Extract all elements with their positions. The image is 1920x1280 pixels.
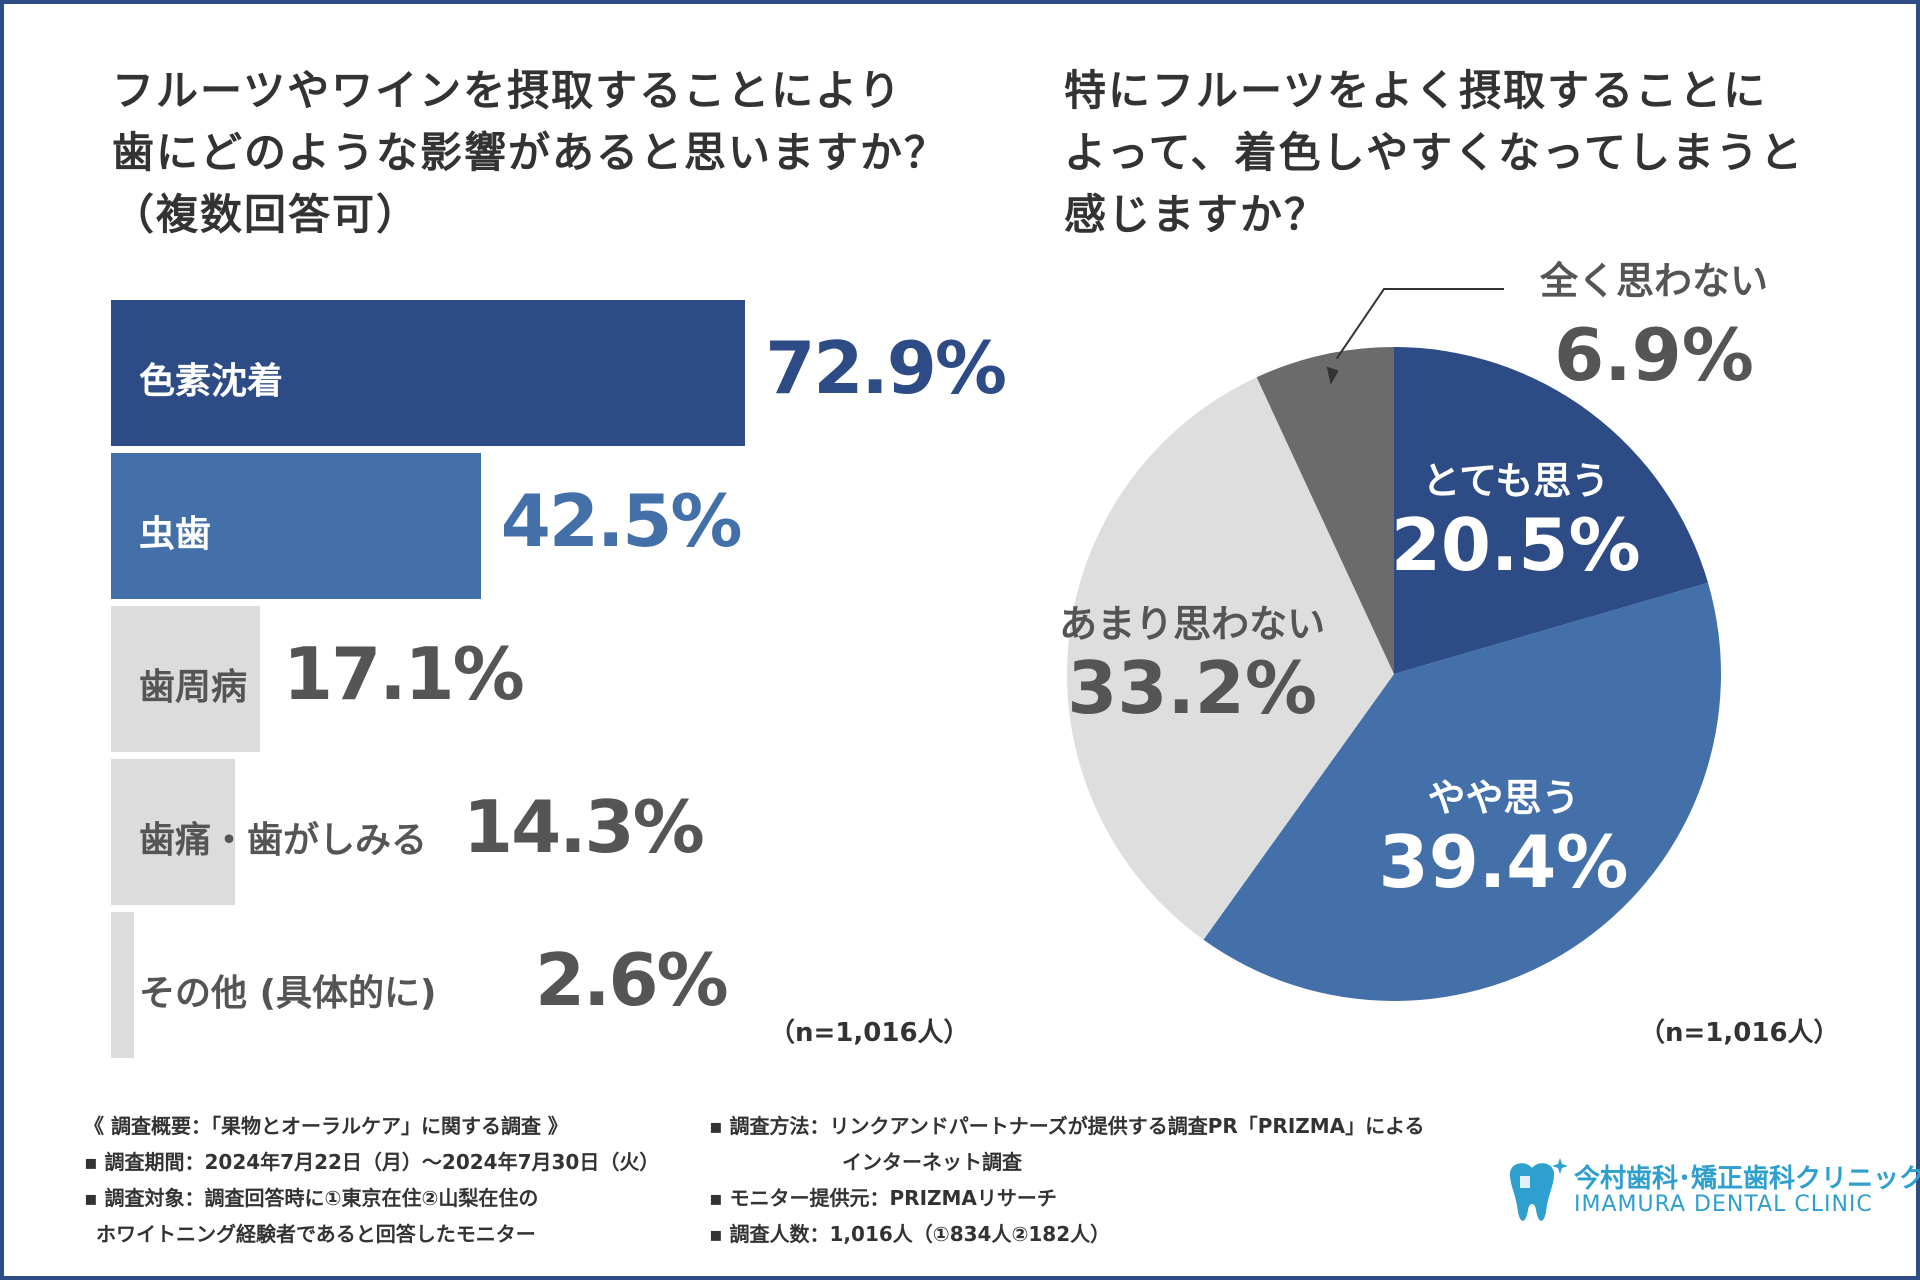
bar-4 bbox=[111, 759, 236, 905]
right-title-line3: 感じますか？ bbox=[1064, 190, 1329, 239]
bar-value-2: 42.5% bbox=[500, 479, 743, 563]
bar-value-4: 14.3% bbox=[463, 785, 705, 869]
tooth-sparkle-icon bbox=[1510, 1158, 1568, 1221]
survey-target-line2: ホワイトニング経験者であると回答したモニター bbox=[96, 1222, 536, 1246]
survey-target-line1: ▪ 調査対象：調査回答時に①東京在住②山梨在住の bbox=[84, 1186, 539, 1210]
pie-slice-3 bbox=[1067, 377, 1394, 940]
pie-leader-line bbox=[1335, 288, 1504, 360]
pie-slice-4 bbox=[1256, 347, 1394, 674]
bar-label-3: 歯周病 bbox=[139, 667, 248, 708]
right-title-line1: 特にフルーツをよく摂取することに bbox=[1064, 66, 1768, 115]
pie-chart-n-label: （n=1,016人） bbox=[1639, 1018, 1840, 1048]
left-title-line2: 歯にどのような影響があると思いますか？ bbox=[112, 128, 949, 177]
survey-method-line1: ▪ 調査方法：リンクアンドパートナーズが提供する調査PR「PRIZMA」による bbox=[709, 1114, 1425, 1138]
bar-value-5: 2.6% bbox=[535, 938, 729, 1022]
bar-5 bbox=[111, 912, 134, 1058]
logo-text-en: IMAMURA DENTAL CLINIC bbox=[1574, 1192, 1873, 1217]
pie-value-2: 39.4% bbox=[1379, 820, 1629, 904]
pie-leader-arrow bbox=[1326, 366, 1339, 385]
bar-value-3: 17.1% bbox=[283, 632, 525, 716]
clinic-logo: 今村歯科･矯正歯科クリニック IMAMURA DENTAL CLINIC bbox=[1504, 1154, 1920, 1234]
pie-label-1: とても思う bbox=[1422, 459, 1609, 503]
pie-label-4: 全く思わない bbox=[1539, 259, 1768, 303]
survey-footer: 《 調査概要：「果物とオーラルケア」に関する調査 》 ▪ 調査期間：2024年7… bbox=[4, 1094, 1916, 1274]
bar-2 bbox=[111, 453, 481, 599]
bar-value-1: 72.9% bbox=[765, 326, 1007, 410]
pie-slice-2 bbox=[1203, 582, 1721, 1001]
left-title-line1: フルーツやワインを摂取することにより bbox=[112, 66, 903, 115]
right-question-title: 特にフルーツをよく摂取することに よって、着色しやすくなってしまうと 感じますか… bbox=[1064, 60, 1804, 246]
bar-label-4: 歯痛・歯がしみる bbox=[139, 820, 428, 861]
bar-3 bbox=[111, 606, 260, 752]
infographic: フルーツやワインを摂取することにより 歯にどのような影響があると思いますか？ （… bbox=[4, 4, 1920, 1276]
bar-label-1: 色素沈着 bbox=[139, 361, 284, 402]
survey-method-line2: インターネット調査 bbox=[842, 1150, 1022, 1174]
right-title-line2: よって、着色しやすくなってしまうと bbox=[1064, 128, 1805, 177]
pie-label-3: あまり思わない bbox=[1059, 602, 1325, 646]
pie-value-3: 33.2% bbox=[1067, 646, 1317, 730]
survey-count: ▪ 調査人数：1,016人（①834人②182人） bbox=[709, 1222, 1111, 1246]
logo-text-jp: 今村歯科･矯正歯科クリニック bbox=[1574, 1164, 1920, 1194]
bar-label-5: その他 (具体的に) bbox=[139, 973, 437, 1014]
left-question-title: フルーツやワインを摂取することにより 歯にどのような影響があると思いますか？ （… bbox=[112, 60, 948, 246]
left-title-line3: （複数回答可） bbox=[112, 190, 421, 239]
pie-label-2: やや思う bbox=[1428, 776, 1580, 820]
survey-overview: 《 調査概要：「果物とオーラルケア」に関する調査 》 bbox=[84, 1114, 568, 1138]
pie-slice-1 bbox=[1394, 347, 1709, 674]
bar-chart-n-label: （n=1,016人） bbox=[769, 1018, 970, 1048]
survey-period: ▪ 調査期間：2024年7月22日（月）〜2024年7月30日（火） bbox=[84, 1150, 660, 1174]
bar-1 bbox=[111, 300, 746, 446]
survey-provider: ▪ モニター提供元：PRIZMAリサーチ bbox=[709, 1186, 1057, 1210]
bar-label-2: 虫歯 bbox=[139, 514, 212, 555]
pie-value-4: 6.9% bbox=[1554, 313, 1754, 397]
bar-chart: 色素沈着 72.9% 虫歯 42.5% 歯周病 17.1% 歯痛・歯がしみる 14.3% その他… bbox=[4, 4, 1007, 1084]
pie-value-1: 20.5% bbox=[1391, 503, 1641, 587]
